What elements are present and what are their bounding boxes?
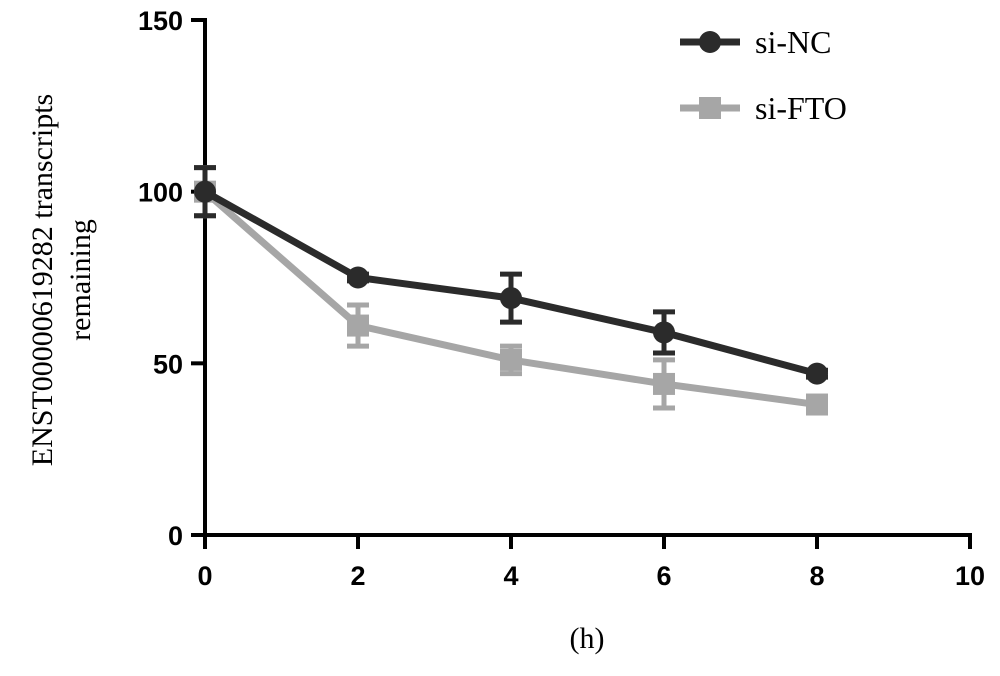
legend-item: si-FTO <box>680 90 847 126</box>
data-point <box>653 372 675 395</box>
data-point <box>347 314 369 337</box>
series-si-nc <box>194 165 828 385</box>
legend: si-NC si-FTO <box>680 24 847 126</box>
x-tick-label: 10 <box>955 561 985 591</box>
y-tick-label: 0 <box>168 521 183 551</box>
y-tick-label: 100 <box>138 178 183 208</box>
y-axis-title: ENST00000619282 transcripts remaining <box>26 94 97 466</box>
data-point <box>500 348 522 371</box>
x-tick-label: 8 <box>809 561 824 591</box>
x-tick-label: 6 <box>656 561 671 591</box>
data-point <box>194 180 216 203</box>
legend-marker <box>699 97 721 119</box>
series-layer <box>194 165 828 416</box>
legend-label: si-NC <box>755 24 831 60</box>
data-point <box>347 266 369 289</box>
x-tick-label: 0 <box>197 561 212 591</box>
y-tick-label: 50 <box>153 349 183 379</box>
y-axis-title-line-2: remaining <box>64 219 97 341</box>
legend-marker <box>699 31 721 53</box>
y-tick-label: 150 <box>138 6 183 36</box>
legend-item: si-NC <box>680 24 831 60</box>
x-axis-title: (h) <box>570 622 605 655</box>
y-axis-title-line-1: ENST00000619282 transcripts <box>26 94 59 466</box>
data-point <box>653 321 675 344</box>
legend-label: si-FTO <box>755 90 847 126</box>
x-tick-label: 2 <box>350 561 365 591</box>
axes: 0 50 100 150 0 2 4 6 8 10 <box>138 6 985 591</box>
x-tick-label: 4 <box>503 561 518 591</box>
data-point <box>806 362 828 385</box>
data-point <box>500 287 522 310</box>
data-point <box>806 393 828 416</box>
